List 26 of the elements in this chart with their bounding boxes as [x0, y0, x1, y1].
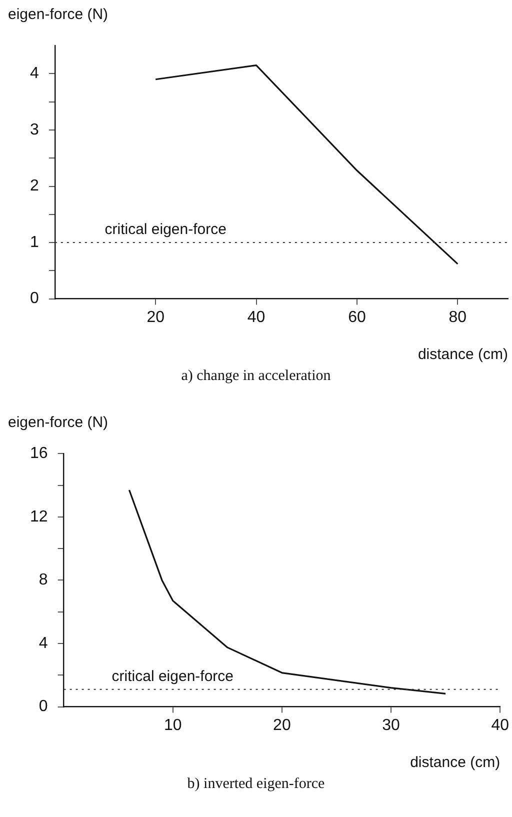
text: b) inverted eigen-force [186, 776, 326, 793]
y-tick-label: 3 [30, 121, 39, 138]
x-tick-label: 40 [491, 716, 510, 734]
ref-line-label: critical eigen-force [104, 221, 226, 238]
y-axis-title: eigen-force (N) [8, 6, 108, 23]
y-axis-title: eigen-force (N) [8, 414, 108, 431]
y-tick-label: 4 [30, 65, 39, 82]
y-tick-label: 4 [38, 634, 48, 652]
y-tick-label: 0 [30, 290, 39, 308]
ref-line-label: critical eigen-force [112, 668, 234, 686]
x-tick-label: 30 [382, 716, 400, 734]
x-axis-title: distance (cm) [410, 754, 500, 772]
x-axis-title: distance (cm) [418, 346, 508, 364]
y-tick-label: 12 [30, 508, 48, 526]
y-tick-label: 16 [30, 445, 48, 462]
x-tick-label: 10 [164, 716, 182, 734]
x-tick-label: 60 [348, 308, 366, 326]
y-tick-label: 2 [30, 178, 39, 195]
y-tick-label: 8 [38, 572, 48, 589]
text: a) change in acceleration [180, 368, 332, 385]
y-tick-label: 0 [38, 698, 48, 716]
y-tick-label: 1 [30, 234, 39, 251]
x-tick-label: 20 [146, 308, 165, 326]
x-tick-label: 20 [273, 716, 291, 734]
x-tick-label: 40 [247, 308, 266, 326]
x-tick-label: 80 [448, 308, 467, 326]
